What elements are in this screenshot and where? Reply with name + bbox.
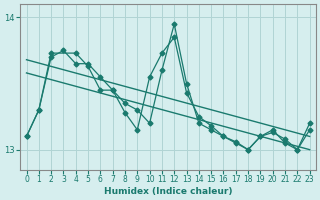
X-axis label: Humidex (Indice chaleur): Humidex (Indice chaleur)	[104, 187, 232, 196]
